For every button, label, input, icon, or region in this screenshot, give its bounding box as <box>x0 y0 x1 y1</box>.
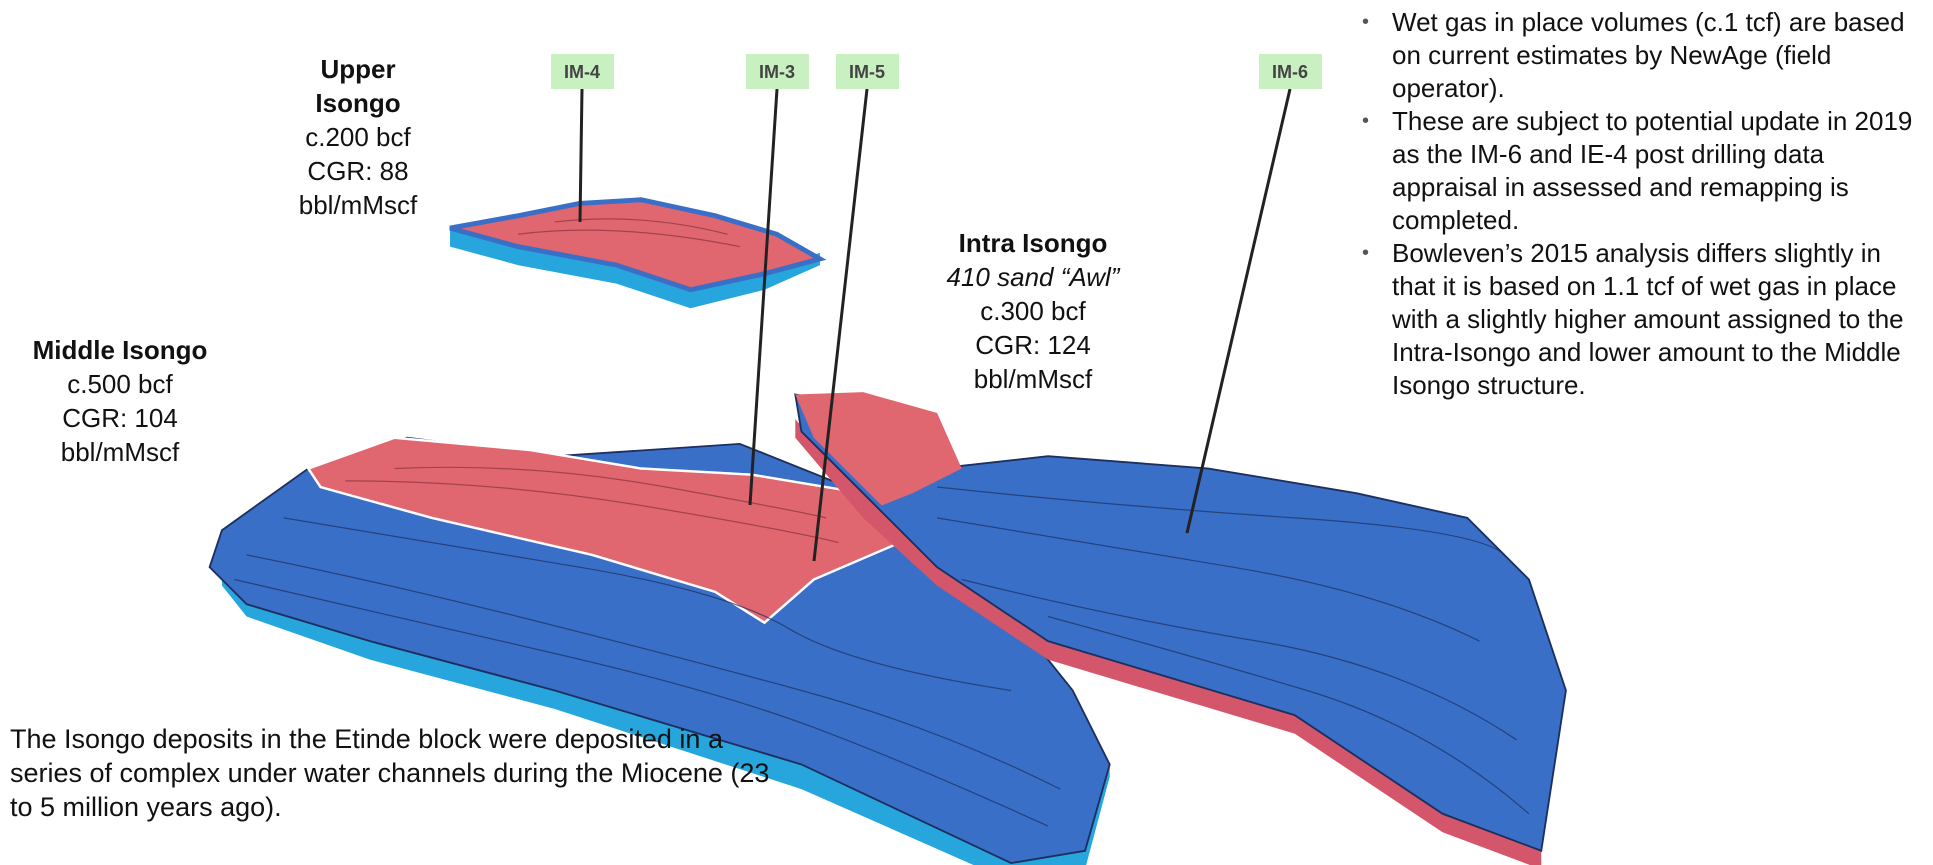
slide: IM-4IM-3IM-5IM-6 UpperIsongoc.200 bcfCGR… <box>0 0 1933 865</box>
zone-detail: bbl/mMscf <box>278 188 438 222</box>
zone-detail: bbl/mMscf <box>903 362 1163 396</box>
well-trace <box>580 89 582 222</box>
zone-detail: bbl/mMscf <box>0 435 240 469</box>
zone-detail: c.200 bcf <box>278 120 438 154</box>
zone-subtitle: 410 sand “Awl” <box>903 260 1163 294</box>
zone-name: Isongo <box>278 86 438 120</box>
zone-detail: c.500 bcf <box>0 367 240 401</box>
caption: The Isongo deposits in the Etinde block … <box>10 722 790 824</box>
zone-detail: CGR: 104 <box>0 401 240 435</box>
well-tag: IM-5 <box>849 62 885 82</box>
well-trace <box>1187 89 1290 533</box>
zone-name: Upper <box>278 52 438 86</box>
well-tag: IM-3 <box>759 62 795 82</box>
bullet: These are subject to potential update in… <box>1362 105 1927 237</box>
zone-detail: c.300 bcf <box>903 294 1163 328</box>
well-tag: IM-4 <box>564 62 600 82</box>
bullet: Wet gas in place volumes (c.1 tcf) are b… <box>1362 6 1927 105</box>
zone-detail: CGR: 88 <box>278 154 438 188</box>
bullet-list: Wet gas in place volumes (c.1 tcf) are b… <box>1362 6 1927 402</box>
well-tag: IM-6 <box>1272 62 1308 82</box>
zone-name: Intra Isongo <box>903 226 1163 260</box>
well-trace <box>750 89 777 505</box>
zone-name: Middle Isongo <box>0 333 240 367</box>
zone-detail: CGR: 124 <box>903 328 1163 362</box>
bullet: Bowleven’s 2015 analysis differs slightl… <box>1362 237 1927 402</box>
